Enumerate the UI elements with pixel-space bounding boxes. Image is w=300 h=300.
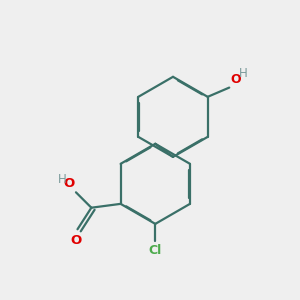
Text: O: O	[70, 234, 82, 247]
Text: O: O	[63, 177, 74, 190]
Text: H: H	[239, 67, 248, 80]
Text: Cl: Cl	[149, 244, 162, 257]
Text: O: O	[231, 73, 242, 86]
Text: H: H	[58, 173, 67, 186]
